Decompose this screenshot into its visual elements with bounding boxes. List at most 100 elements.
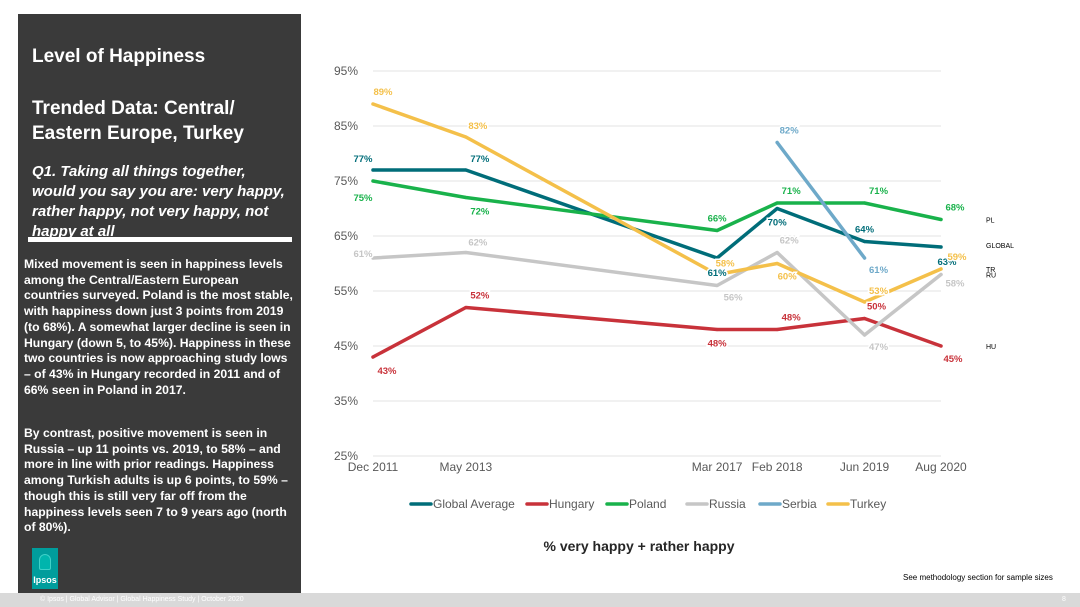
legend-label: Global Average <box>433 497 515 511</box>
series-line <box>371 305 943 359</box>
y-tick-label: 85% <box>334 119 358 133</box>
body-paragraph-1: Mixed movement is seen in happiness leve… <box>24 257 293 397</box>
data-point <box>371 102 375 106</box>
data-point <box>715 256 719 260</box>
data-label: 52% <box>470 291 490 302</box>
x-tick-label: May 2013 <box>439 460 492 474</box>
ipsos-logo: Ipsos <box>32 548 58 589</box>
methodology-note: See methodology section for sample sizes <box>903 573 1053 582</box>
data-point <box>464 135 468 139</box>
data-label: 62% <box>468 238 488 249</box>
data-point <box>775 327 779 332</box>
data-point <box>862 333 867 337</box>
series-end-label: TR <box>986 267 995 274</box>
data-label: 47% <box>869 342 889 353</box>
data-point <box>715 228 719 233</box>
data-point <box>939 217 943 222</box>
legend-label: Poland <box>629 497 666 511</box>
y-tick-label: 35% <box>334 394 358 408</box>
footer-text: © Ipsos | Global Advisor | Global Happin… <box>40 596 244 603</box>
data-point <box>464 168 468 172</box>
data-label: 58% <box>716 259 736 270</box>
x-tick-label: Aug 2020 <box>915 460 967 474</box>
data-label: 64% <box>855 225 875 236</box>
data-point <box>862 300 867 304</box>
series-line <box>371 102 943 304</box>
y-tick-label: 75% <box>334 174 358 188</box>
series-end-label: PL <box>986 218 995 225</box>
data-label: 82% <box>780 126 800 137</box>
data-label: 61% <box>708 268 728 279</box>
data-label: 77% <box>470 154 490 165</box>
series-end-label: RU <box>986 273 996 280</box>
series-end-label: HU <box>986 344 996 351</box>
data-label: 53% <box>869 286 889 297</box>
text-panel: Level of Happiness Trended Data: Central… <box>18 14 301 593</box>
data-point <box>464 250 468 255</box>
data-point <box>371 355 375 359</box>
data-label: 63% <box>937 257 957 268</box>
data-point <box>862 316 867 321</box>
data-point <box>862 201 867 205</box>
data-point <box>862 239 867 244</box>
data-label: 71% <box>782 186 802 197</box>
line-chart: 77% 77% 61% 70% 64% 63% GLOBAL 43% 52% 48% 48% 50% 4… <box>334 64 1014 554</box>
data-point <box>775 250 779 255</box>
data-label: 50% <box>867 302 887 313</box>
divider <box>28 237 292 242</box>
data-label: 71% <box>869 186 889 197</box>
data-point <box>775 261 779 266</box>
data-label: 60% <box>778 272 798 283</box>
y-tick-label: 45% <box>334 339 358 353</box>
data-label: 75% <box>353 193 373 204</box>
data-point <box>775 206 779 211</box>
legend-label: Turkey <box>850 497 886 511</box>
data-point <box>715 272 719 277</box>
data-point <box>464 195 468 200</box>
data-point <box>715 283 719 288</box>
data-point <box>371 168 375 172</box>
data-label: 61% <box>869 265 889 276</box>
y-tick-label: 95% <box>334 64 358 78</box>
slide-subtitle: Trended Data: Central/ Eastern Europe, T… <box>32 98 244 144</box>
data-label: 62% <box>780 236 800 247</box>
x-tick-label: Feb 2018 <box>752 460 803 474</box>
data-point <box>939 267 943 271</box>
y-tick-label: 25% <box>334 449 358 463</box>
data-point <box>862 256 867 260</box>
data-point <box>775 201 779 205</box>
series-line <box>371 168 943 260</box>
data-label: 45% <box>943 354 963 365</box>
slide-title: Level of Happiness <box>32 46 206 67</box>
body-paragraph-2: By contrast, positive movement is seen i… <box>24 426 288 535</box>
data-point <box>715 327 719 332</box>
page-number: 8 <box>1062 596 1066 603</box>
slide: Level of Happiness Trended Data: Central… <box>0 0 1080 593</box>
data-point <box>464 305 468 310</box>
data-label: 77% <box>353 154 373 165</box>
data-label: 72% <box>470 207 490 218</box>
ipsos-logo-text: Ipsos <box>33 575 57 585</box>
legend-label: Hungary <box>549 497 594 511</box>
data-label: 43% <box>377 366 397 377</box>
data-label: 61% <box>353 249 373 260</box>
data-label: 66% <box>708 214 728 225</box>
data-label: 83% <box>468 121 488 132</box>
x-tick-label: Jun 2019 <box>840 460 890 474</box>
x-tick-label: Mar 2017 <box>692 460 743 474</box>
data-label: 70% <box>768 218 788 229</box>
data-label: 68% <box>945 203 965 214</box>
data-point <box>939 344 943 348</box>
data-point <box>939 272 943 277</box>
data-label: 48% <box>782 313 802 324</box>
data-point <box>775 140 779 145</box>
series-end-label: GLOBAL <box>986 243 1014 250</box>
y-tick-label: 55% <box>334 284 358 298</box>
x-tick-label: Dec 2011 <box>348 460 399 474</box>
y-tick-label: 65% <box>334 229 358 243</box>
data-label: 56% <box>724 293 744 304</box>
data-label: 48% <box>708 339 728 350</box>
legend-label: Russia <box>709 497 746 511</box>
legend-label: Serbia <box>782 497 817 511</box>
series-line <box>371 179 943 233</box>
